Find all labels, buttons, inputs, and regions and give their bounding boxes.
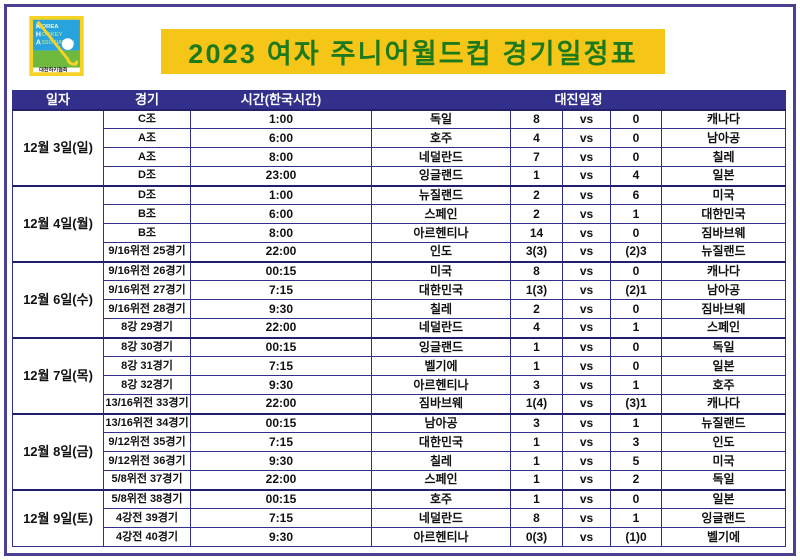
svg-text:H: H <box>36 31 41 38</box>
svg-text:A: A <box>36 39 41 46</box>
svg-text:대한하키협회: 대한하키협회 <box>39 66 68 74</box>
